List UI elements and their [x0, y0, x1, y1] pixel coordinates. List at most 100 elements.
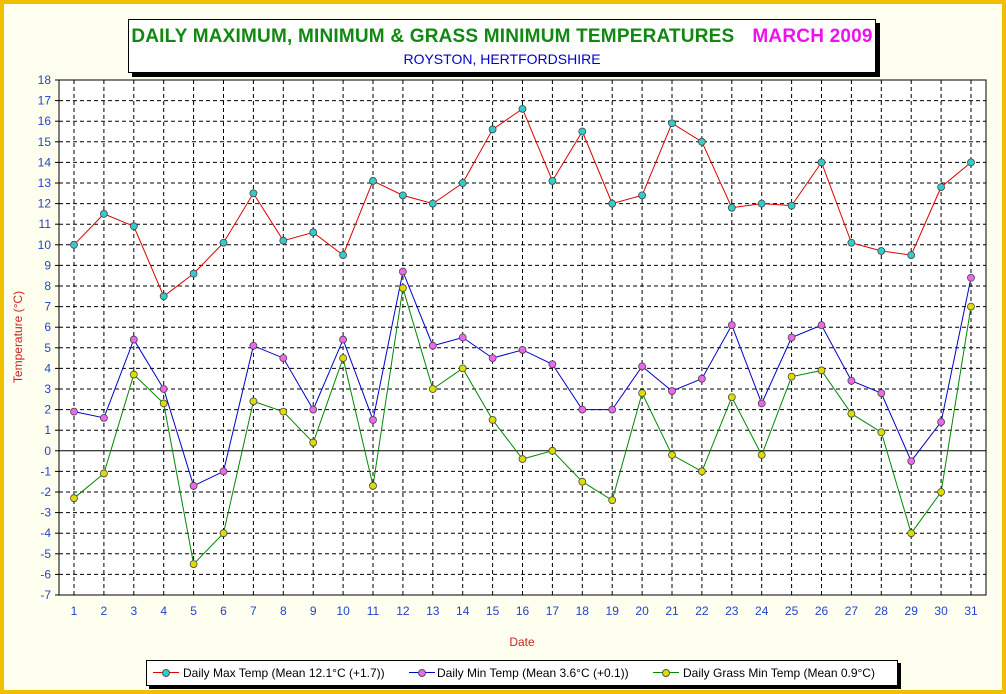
- x-tick-label-23: 23: [725, 604, 739, 618]
- y-tick-label-15: 15: [38, 135, 52, 149]
- point-min-14: [458, 333, 467, 342]
- point-max-17: [548, 177, 557, 185]
- series-min: [70, 267, 975, 490]
- point-grass-22: [698, 467, 706, 476]
- y-tick-label--2: -2: [40, 485, 51, 499]
- x-tick-label-16: 16: [516, 604, 530, 618]
- point-grass-1: [70, 494, 78, 503]
- x-tick-label-9: 9: [310, 604, 317, 618]
- point-grass-25: [787, 372, 796, 381]
- y-tick-label--4: -4: [40, 526, 51, 540]
- x-tick-label-2: 2: [101, 604, 108, 618]
- point-grass-9: [309, 438, 318, 447]
- point-max-24: [757, 199, 766, 208]
- y-tick-label-18: 18: [38, 73, 52, 87]
- point-grass-24: [757, 451, 766, 459]
- point-min-19: [608, 405, 617, 414]
- legend-label-max: Daily Max Temp (Mean 12.1°C (+1.7)): [183, 666, 385, 680]
- legend-label-grass: Daily Grass Min Temp (Mean 0.9°C): [683, 666, 875, 680]
- legend-marker-max: [153, 669, 179, 677]
- point-grass-7: [249, 397, 258, 406]
- point-max-7: [249, 189, 258, 198]
- y-tick-label-16: 16: [38, 114, 52, 128]
- point-grass-17: [548, 446, 557, 455]
- point-max-12: [398, 191, 407, 200]
- y-tick-label-1: 1: [44, 423, 51, 437]
- y-tick-label-7: 7: [44, 300, 51, 314]
- point-min-26: [817, 321, 826, 330]
- y-tick-label-13: 13: [38, 176, 52, 190]
- y-tick-label--7: -7: [40, 588, 51, 602]
- point-grass-13: [428, 385, 437, 393]
- x-tick-label-17: 17: [546, 604, 560, 618]
- point-min-5: [189, 481, 198, 490]
- point-min-28: [877, 389, 886, 398]
- y-tick-label-14: 14: [38, 155, 52, 169]
- point-grass-26: [817, 366, 826, 375]
- x-tick-label-3: 3: [130, 604, 137, 618]
- y-tick-label--3: -3: [40, 506, 51, 520]
- point-min-24: [757, 399, 766, 408]
- point-min-20: [638, 362, 646, 371]
- x-tick-label-7: 7: [250, 604, 257, 618]
- point-max-6: [219, 238, 228, 247]
- x-tick-label-31: 31: [964, 604, 978, 618]
- chart-subtitle: ROYSTON, HERTFORDSHIRE: [403, 51, 601, 67]
- point-min-8: [279, 354, 288, 363]
- point-max-26: [817, 158, 826, 167]
- point-min-15: [488, 354, 497, 363]
- point-min-9: [309, 405, 318, 414]
- point-min-1: [70, 407, 78, 416]
- point-max-16: [518, 104, 527, 113]
- point-max-20: [638, 191, 646, 200]
- x-tick-label-29: 29: [905, 604, 919, 618]
- y-tick-label-2: 2: [44, 403, 51, 417]
- x-tick-label-4: 4: [160, 604, 167, 618]
- point-min-11: [369, 415, 377, 424]
- point-max-13: [428, 199, 437, 208]
- x-tick-label-21: 21: [665, 604, 679, 618]
- title-box: DAILY MAXIMUM, MINIMUM & GRASS MINIMUM T…: [128, 19, 876, 73]
- x-tick-label-13: 13: [426, 604, 440, 618]
- point-max-10: [339, 251, 348, 260]
- x-tick-label-8: 8: [280, 604, 287, 618]
- point-min-22: [698, 374, 706, 383]
- legend-label-min: Daily Min Temp (Mean 3.6°C (+0.1)): [437, 666, 629, 680]
- point-min-31: [967, 273, 975, 282]
- x-tick-label-12: 12: [396, 604, 410, 618]
- x-tick-label-20: 20: [635, 604, 649, 618]
- y-tick-label-4: 4: [44, 361, 51, 375]
- x-tick-label-15: 15: [486, 604, 500, 618]
- point-min-16: [518, 345, 527, 354]
- title-month: MARCH 2009: [752, 26, 873, 47]
- data-series: [70, 104, 975, 568]
- point-min-27: [847, 376, 856, 385]
- point-grass-31: [967, 302, 975, 311]
- point-grass-18: [578, 477, 587, 486]
- point-max-11: [369, 177, 377, 185]
- x-tick-label-6: 6: [220, 604, 227, 618]
- point-max-9: [309, 228, 318, 237]
- point-grass-4: [159, 399, 168, 408]
- y-tick-label-5: 5: [44, 341, 51, 355]
- x-tick-label-18: 18: [576, 604, 590, 618]
- point-max-3: [129, 222, 138, 231]
- title-main: DAILY MAXIMUM, MINIMUM & GRASS MINIMUM T…: [131, 26, 735, 47]
- point-min-29: [907, 457, 916, 466]
- point-grass-28: [877, 428, 886, 437]
- point-max-4: [159, 292, 168, 301]
- point-grass-5: [189, 560, 198, 568]
- x-tick-label-5: 5: [190, 604, 197, 618]
- x-axis-label: Date: [509, 635, 535, 649]
- y-tick-label-3: 3: [44, 382, 51, 396]
- point-grass-16: [518, 455, 527, 463]
- x-tick-label-11: 11: [367, 604, 380, 618]
- y-tick-label--5: -5: [40, 547, 51, 561]
- y-tick-label-9: 9: [44, 258, 51, 272]
- y-tick-label-8: 8: [44, 279, 51, 293]
- point-min-21: [668, 387, 676, 395]
- x-tick-label-28: 28: [875, 604, 889, 618]
- legend-marker-grass: [653, 669, 679, 677]
- x-tick-label-19: 19: [606, 604, 620, 618]
- point-max-23: [727, 203, 736, 212]
